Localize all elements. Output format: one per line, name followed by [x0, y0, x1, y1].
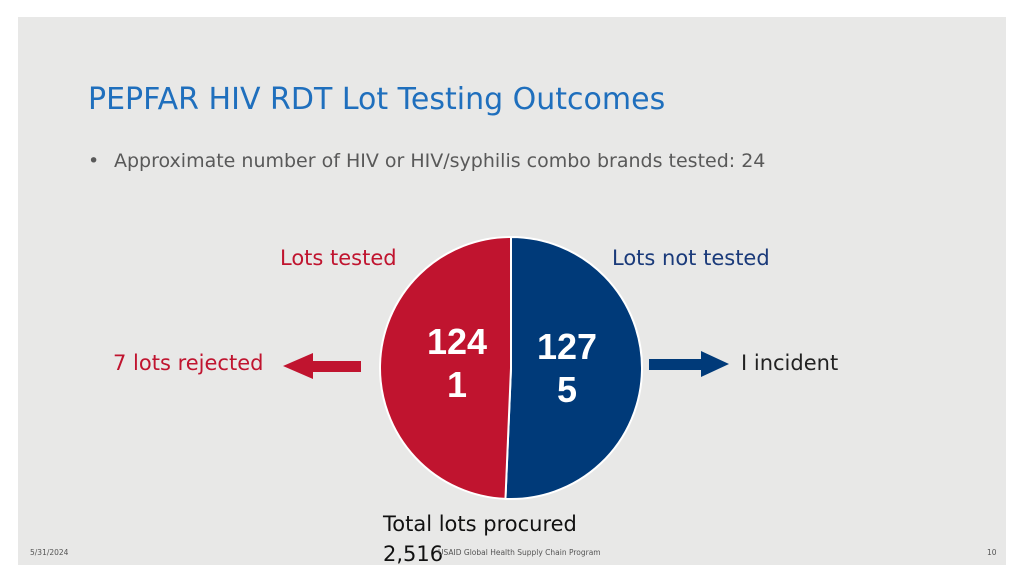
pie-slice-lots-tested [379, 235, 512, 500]
callout-incident: I incident [741, 351, 839, 375]
data-label-lots-not-tested-line2: 5 [556, 369, 578, 410]
data-label-lots-not-tested-line1: 127 [536, 326, 598, 367]
total-procured: Total lots procured 2,516 [383, 509, 577, 569]
page-title: PEPFAR HIV RDT Lot Testing Outcomes [88, 82, 666, 117]
right-arrow-shaft [649, 359, 701, 370]
bullet-text: Approximate number of HIV or HIV/syphili… [114, 150, 766, 172]
legend-lots-tested: Lots tested [280, 246, 397, 270]
left-arrow [283, 353, 361, 379]
page-number: 10 [987, 548, 997, 557]
right-arrow [649, 351, 729, 377]
total-procured-label: Total lots procured [383, 512, 577, 536]
data-label-lots-tested-line1: 124 [426, 321, 488, 362]
footer-date: 5/31/2024 [30, 548, 69, 557]
data-label-lots-not-tested: 127 5 [517, 325, 617, 411]
left-arrow-head [283, 353, 313, 379]
left-arrow-shaft [313, 361, 361, 372]
callout-rejected: 7 lots rejected [113, 351, 264, 375]
total-procured-value: 2,516 [383, 542, 444, 566]
legend-lots-not-tested: Lots not tested [612, 246, 770, 270]
pie-slice-lots-not-tested [504, 235, 643, 500]
footer-program: USAID Global Health Supply Chain Program [438, 548, 601, 557]
pie-slices [379, 235, 643, 500]
right-arrow-head [701, 351, 729, 377]
data-label-lots-tested-line2: 1 [446, 364, 468, 405]
data-label-lots-tested: 124 1 [407, 320, 507, 406]
bullet-dot: • [88, 150, 100, 172]
